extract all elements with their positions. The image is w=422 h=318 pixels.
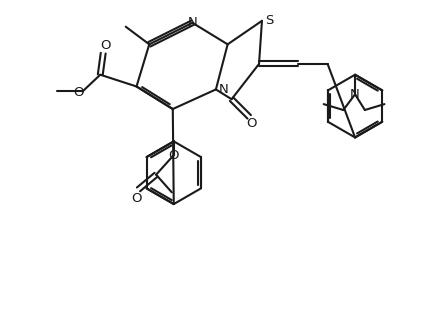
Text: N: N xyxy=(187,16,197,29)
Text: N: N xyxy=(350,88,360,101)
Text: O: O xyxy=(246,117,257,130)
Text: S: S xyxy=(265,14,273,27)
Text: N: N xyxy=(219,83,229,96)
Text: O: O xyxy=(73,86,84,99)
Text: O: O xyxy=(100,39,111,52)
Text: O: O xyxy=(168,149,179,162)
Text: O: O xyxy=(131,192,142,205)
